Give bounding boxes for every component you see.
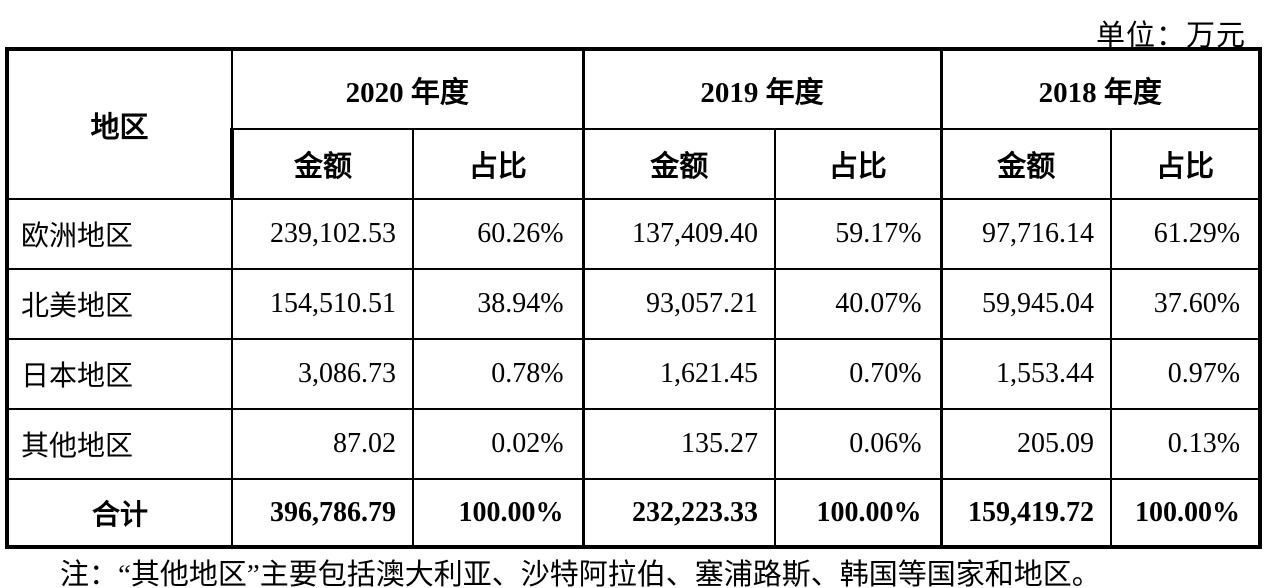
amount-cell: 87.02: [231, 408, 414, 480]
col-header-amount-2019: 金额: [581, 128, 777, 200]
amount-cell: 239,102.53: [231, 198, 414, 270]
ratio-cell: 0.06%: [774, 408, 943, 480]
table-header-sub-row: 金额 占比 金额 占比 金额 占比: [7, 128, 1263, 200]
total-label: 合计: [5, 478, 233, 549]
col-header-amount-2020: 金额: [230, 128, 414, 200]
table-header-year-row: 地区 2020 年度 2019 年度 2018 年度: [5, 47, 1263, 200]
ratio-cell: 0.70%: [774, 338, 943, 410]
ratio-cell: 0.97%: [1110, 338, 1263, 410]
col-header-amount-2018: 金额: [939, 128, 1113, 200]
table-row-other: 其他地区 87.02 0.02% 135.27 0.06% 205.09 0.1…: [5, 408, 1263, 480]
regional-revenue-table: 地区 2020 年度 2019 年度 2018 年度 金额 占比 金额 占比 金…: [5, 47, 1263, 549]
amount-cell: 3,086.73: [231, 338, 414, 410]
ratio-cell: 37.60%: [1110, 268, 1263, 340]
amount-cell: 137,409.40: [581, 198, 777, 270]
region-cell: 日本地区: [5, 338, 233, 410]
header-region: 地区: [5, 47, 233, 200]
amount-cell: 1,621.45: [581, 338, 777, 410]
footnote: 注：“其他地区”主要包括澳大利亚、沙特阿拉伯、塞浦路斯、韩国等国家和地区。: [60, 559, 1101, 588]
ratio-cell: 0.78%: [411, 338, 585, 410]
table-row-europe: 欧洲地区 239,102.53 60.26% 137,409.40 59.17%…: [5, 198, 1263, 270]
amount-cell: 1,553.44: [939, 338, 1113, 410]
ratio-cell: 0.13%: [1110, 408, 1263, 480]
ratio-cell: 59.17%: [774, 198, 943, 270]
col-header-ratio-2020: 占比: [411, 128, 585, 200]
amount-cell: 205.09: [939, 408, 1113, 480]
region-cell: 北美地区: [5, 268, 233, 340]
amount-cell: 93,057.21: [581, 268, 777, 340]
table-row-japan: 日本地区 3,086.73 0.78% 1,621.45 0.70% 1,553…: [5, 338, 1263, 410]
ratio-cell: 61.29%: [1110, 198, 1263, 270]
header-year-2019: 2019 年度: [581, 47, 943, 130]
amount-cell: 154,510.51: [231, 268, 414, 340]
ratio-cell: 38.94%: [411, 268, 585, 340]
amount-cell: 97,716.14: [939, 198, 1113, 270]
header-year-2018: 2018 年度: [939, 47, 1263, 130]
col-header-ratio-2019: 占比: [774, 128, 943, 200]
col-header-ratio-2018: 占比: [1110, 128, 1263, 200]
ratio-cell: 100.00%: [411, 478, 585, 549]
amount-cell: 159,419.72: [939, 478, 1113, 549]
ratio-cell: 0.02%: [411, 408, 585, 480]
region-cell: 欧洲地区: [5, 198, 233, 270]
unit-label: 单位：万元: [1095, 20, 1246, 52]
table-row-north-america: 北美地区 154,510.51 38.94% 93,057.21 40.07% …: [5, 268, 1263, 340]
amount-cell: 396,786.79: [231, 478, 414, 549]
ratio-cell: 100.00%: [774, 478, 943, 549]
amount-cell: 232,223.33: [581, 478, 777, 549]
ratio-cell: 100.00%: [1110, 478, 1263, 549]
region-cell: 其他地区: [5, 408, 233, 480]
ratio-cell: 40.07%: [774, 268, 943, 340]
amount-cell: 135.27: [581, 408, 777, 480]
table-row-total: 合计 396,786.79 100.00% 232,223.33 100.00%…: [5, 478, 1263, 549]
amount-cell: 59,945.04: [939, 268, 1113, 340]
header-year-2020: 2020 年度: [230, 47, 585, 130]
ratio-cell: 60.26%: [411, 198, 585, 270]
